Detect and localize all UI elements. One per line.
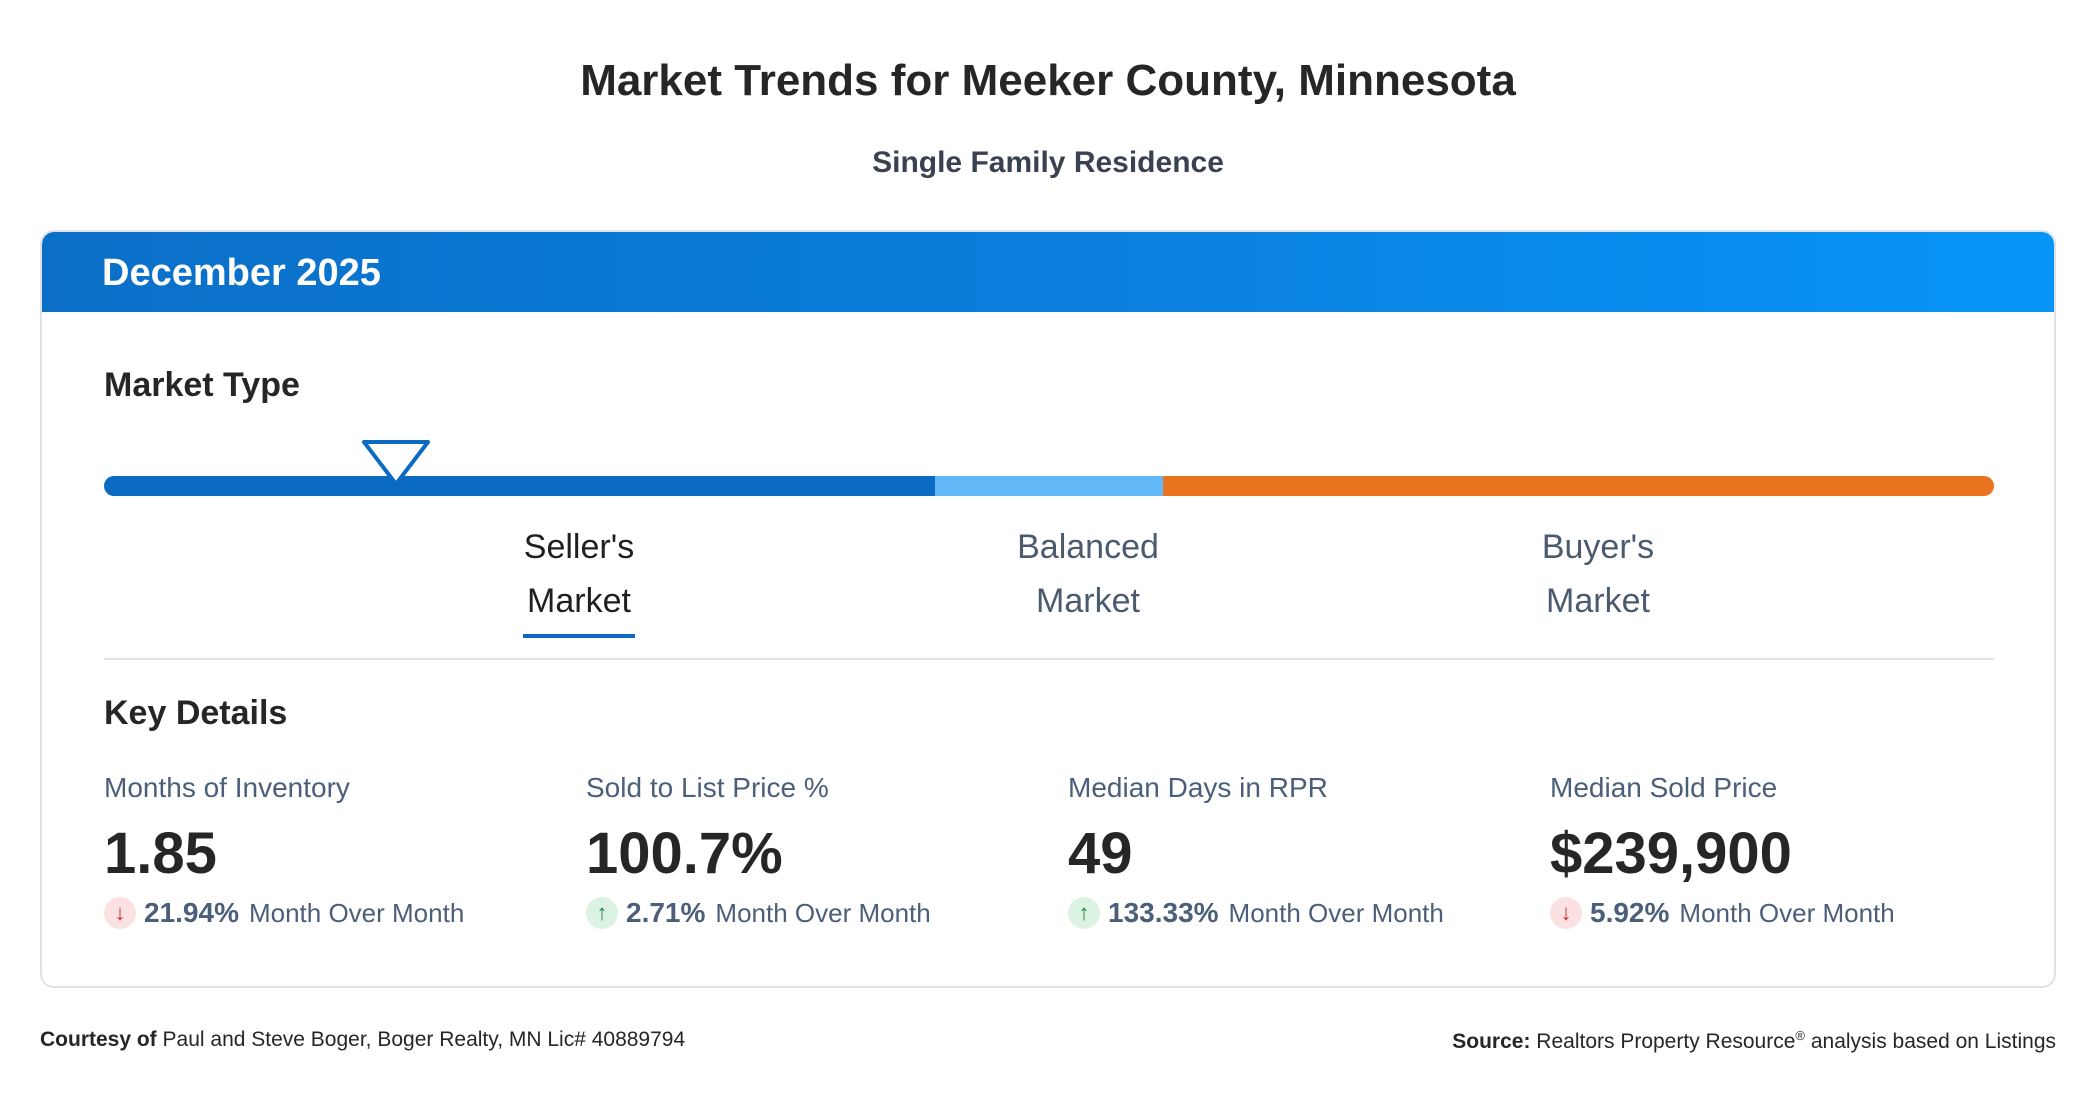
change-period: Month Over Month bbox=[1679, 897, 1895, 928]
page-title: Market Trends for Meeker County, Minneso… bbox=[580, 56, 1516, 105]
change-percent: 2.71% bbox=[626, 897, 706, 928]
source-footer: Source: Realtors Property Resource® anal… bbox=[1452, 1028, 2056, 1054]
metric-value: 100.7% bbox=[586, 821, 783, 886]
period-label: December 2025 bbox=[102, 252, 381, 294]
label-buyers-market: Buyer's Market bbox=[1468, 520, 1728, 628]
label-sellers-line1: Seller's bbox=[523, 528, 635, 566]
selected-underline bbox=[523, 634, 635, 638]
label-balanced-line1: Balanced bbox=[1017, 528, 1159, 566]
market-type-title: Market Type bbox=[104, 366, 300, 404]
change-period: Month Over Month bbox=[1228, 897, 1444, 928]
source-suffix: analysis based on Listings bbox=[1810, 1030, 2056, 1053]
metric-months-of-inventory: Months of Inventory 1.85 ↓ 21.94% Month … bbox=[104, 772, 564, 929]
metric-median-sold-price: Median Sold Price $239,900 ↓ 5.92% Month… bbox=[1550, 772, 2010, 929]
metric-median-days-in-rpr: Median Days in RPR 49 ↑ 133.33% Month Ov… bbox=[1068, 772, 1528, 929]
balanced-segment bbox=[935, 476, 1163, 496]
metric-value: 1.85 bbox=[104, 821, 217, 886]
registered-mark: ® bbox=[1795, 1028, 1805, 1043]
market-trends-card: December 2025 Market Type Seller's Marke… bbox=[40, 230, 2056, 988]
market-type-bar bbox=[104, 476, 1994, 496]
label-sellers-line2: Market bbox=[527, 582, 631, 620]
metric-sold-to-list-price: Sold to List Price % 100.7% ↑ 2.71% Mont… bbox=[586, 772, 1046, 929]
key-details-title: Key Details bbox=[104, 694, 288, 732]
label-buyers-line1: Buyer's bbox=[1541, 528, 1655, 566]
label-balanced-line2: Market bbox=[1036, 582, 1140, 620]
arrow-down-icon: ↓ bbox=[104, 897, 136, 929]
metric-label: Sold to List Price % bbox=[586, 772, 829, 803]
section-divider bbox=[104, 658, 1994, 660]
buyer-segment bbox=[1163, 476, 1994, 496]
metric-change: ↑ 133.33% Month Over Month bbox=[1068, 897, 1528, 929]
metric-change: ↓ 5.92% Month Over Month bbox=[1550, 897, 2010, 929]
change-percent: 133.33% bbox=[1108, 897, 1219, 928]
label-buyers-line2: Market bbox=[1546, 582, 1650, 620]
metric-value: $239,900 bbox=[1550, 821, 1792, 886]
metric-change: ↓ 21.94% Month Over Month bbox=[104, 897, 564, 929]
metric-label: Months of Inventory bbox=[104, 772, 350, 803]
change-percent: 21.94% bbox=[144, 897, 239, 928]
arrow-down-icon: ↓ bbox=[1550, 897, 1582, 929]
metric-label: Median Sold Price bbox=[1550, 772, 1778, 803]
label-balanced-market: Balanced Market bbox=[958, 520, 1218, 628]
arrow-up-icon: ↑ bbox=[586, 897, 618, 929]
card-header: December 2025 bbox=[42, 232, 2054, 312]
label-sellers-market: Seller's Market bbox=[449, 520, 709, 638]
change-period: Month Over Month bbox=[248, 897, 465, 928]
metric-value: 49 bbox=[1068, 821, 1133, 886]
courtesy-footer: Courtesy of Paul and Steve Boger, Boger … bbox=[40, 1028, 685, 1052]
metric-change: ↑ 2.71% Month Over Month bbox=[586, 897, 1046, 929]
source-text: Realtors Property Resource bbox=[1536, 1030, 1796, 1053]
change-percent: 5.92% bbox=[1590, 897, 1670, 928]
metric-label: Median Days in RPR bbox=[1068, 772, 1328, 803]
courtesy-label: Courtesy of bbox=[40, 1028, 157, 1051]
courtesy-text: Paul and Steve Boger, Boger Realty, MN L… bbox=[162, 1028, 686, 1051]
change-period: Month Over Month bbox=[715, 897, 931, 928]
arrow-up-icon: ↑ bbox=[1068, 897, 1100, 929]
market-indicator-icon bbox=[362, 440, 430, 486]
source-label: Source: bbox=[1452, 1030, 1531, 1053]
page-subtitle: Single Family Residence bbox=[872, 146, 1224, 179]
seller-segment bbox=[104, 476, 935, 496]
